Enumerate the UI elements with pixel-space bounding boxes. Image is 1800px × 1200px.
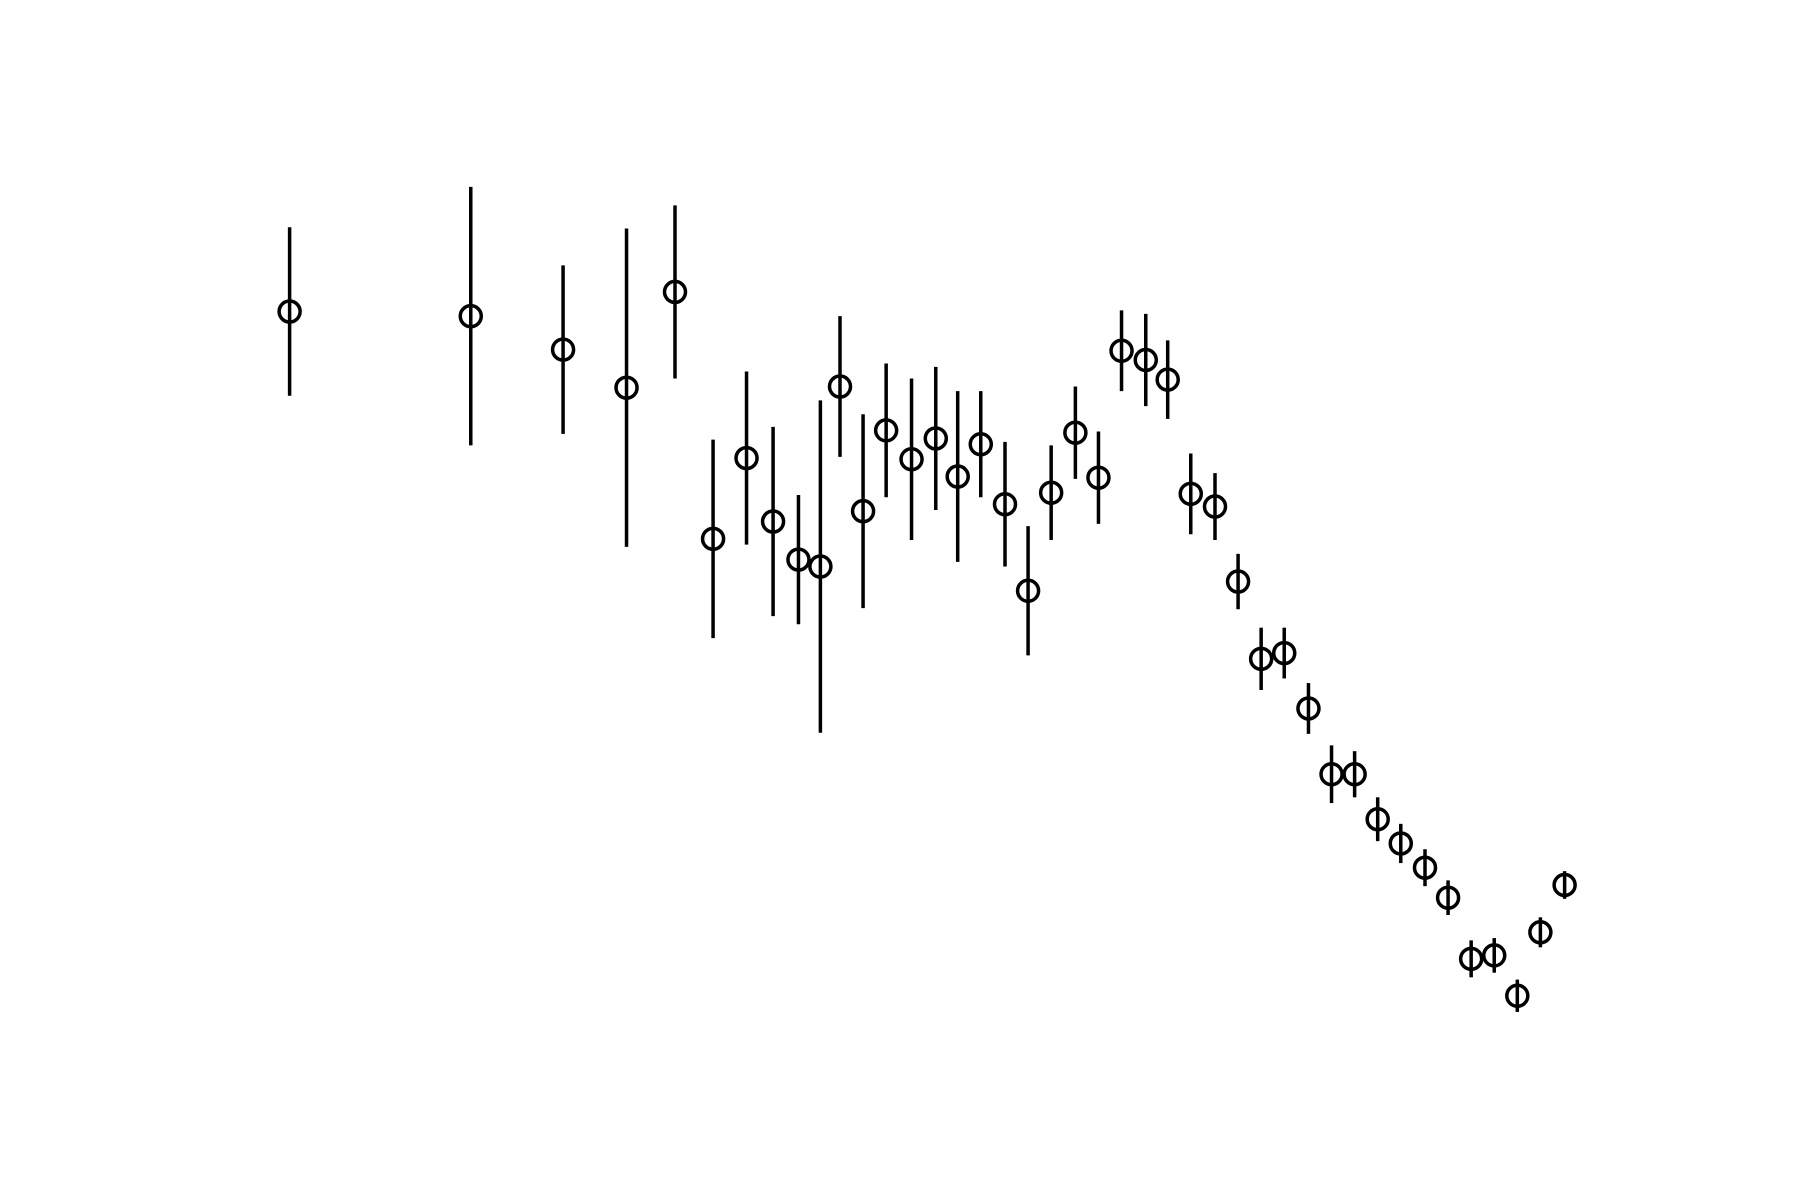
data-point: [786, 547, 811, 572]
data-point: [1202, 494, 1228, 519]
data-point: [1133, 347, 1159, 373]
data-point: [808, 554, 833, 579]
data-point: [1063, 420, 1088, 445]
data-point: [1342, 761, 1367, 787]
data-point: [662, 279, 688, 305]
data-point: [550, 337, 576, 362]
data-point: [1248, 646, 1274, 672]
data-point: [1296, 696, 1321, 721]
data-point: [968, 431, 994, 457]
data-point: [1528, 920, 1553, 945]
data-point: [1155, 367, 1180, 392]
data-point: [1388, 831, 1414, 856]
data-point: [1015, 578, 1041, 604]
data-point: [1552, 872, 1577, 898]
data-point: [923, 426, 949, 451]
data-point: [945, 464, 970, 489]
data-point: [1365, 806, 1390, 832]
data-point: [1505, 983, 1530, 1009]
data-point: [1038, 480, 1064, 505]
data-point: [277, 299, 302, 324]
data-point: [992, 491, 1018, 517]
data-point: [1458, 946, 1484, 972]
data-point: [1481, 943, 1507, 968]
data-point: [1271, 640, 1297, 666]
data-point: [873, 418, 899, 443]
data-point: [1319, 761, 1344, 787]
data-point: [458, 303, 484, 329]
data-point: [1435, 885, 1461, 910]
data-point: [1109, 338, 1134, 364]
data-point: [614, 375, 639, 400]
data-point: [700, 526, 726, 552]
data-point: [1225, 569, 1251, 594]
data-point: [760, 509, 786, 534]
data-point: [850, 498, 876, 524]
data-point: [827, 374, 853, 399]
data-point: [899, 446, 924, 472]
data-point: [734, 445, 759, 471]
data-point: [1178, 481, 1204, 507]
data-point: [1086, 465, 1111, 490]
data-point: [1412, 855, 1438, 880]
